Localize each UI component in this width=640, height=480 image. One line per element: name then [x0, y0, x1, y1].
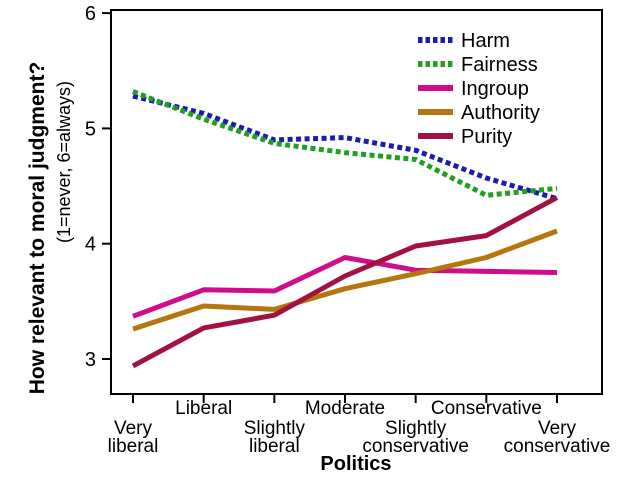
- y-tick-label: 3: [85, 349, 96, 371]
- series-line-fairness: [132, 89, 558, 198]
- x-tick-label: Slightly: [244, 418, 306, 439]
- legend-label-fairness: Fairness: [461, 54, 538, 76]
- y-tick-label: 6: [85, 3, 96, 25]
- x-tick-label: conservative: [362, 436, 469, 457]
- legend-label-harm: Harm: [461, 30, 510, 52]
- x-tick-label: Very: [114, 418, 153, 439]
- y-axis: 3 4 5 6: [85, 3, 111, 371]
- x-axis-title: Politics: [320, 453, 391, 475]
- data-series: [131, 89, 559, 369]
- x-tick-label: conservative: [504, 436, 611, 457]
- x-tick-label: Moderate: [305, 398, 385, 419]
- series-line-ingroup: [132, 255, 558, 319]
- x-tick-label: liberal: [249, 436, 300, 457]
- x-tick-label: Slightly: [385, 418, 447, 439]
- y-axis-title: How relevant to moral judgment?: [26, 62, 49, 395]
- legend-label-authority: Authority: [461, 102, 540, 124]
- y-tick-label: 4: [85, 234, 96, 256]
- x-axis: VeryliberalLiberalSlightlyliberalModerat…: [108, 394, 611, 457]
- series-line-authority: [132, 228, 558, 332]
- x-tick-label: Very: [538, 418, 577, 439]
- y-axis-subtitle: (1=never, 6=always): [54, 81, 74, 243]
- x-tick-label: liberal: [108, 436, 159, 457]
- x-tick-label: Liberal: [175, 398, 232, 419]
- legend-label-ingroup: Ingroup: [461, 78, 529, 100]
- y-tick-label: 5: [85, 118, 96, 140]
- x-tick-label: Conservative: [431, 398, 542, 419]
- series-line-purity: [131, 195, 559, 369]
- legend-label-purity: Purity: [461, 126, 512, 148]
- plot-frame: [110, 9, 603, 395]
- series-line-harm: [132, 93, 558, 202]
